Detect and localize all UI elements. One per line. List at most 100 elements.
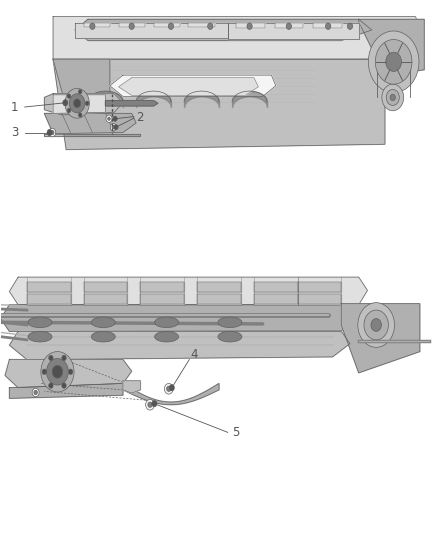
Polygon shape: [359, 19, 424, 75]
Polygon shape: [313, 23, 342, 28]
Circle shape: [49, 128, 56, 137]
Polygon shape: [110, 75, 276, 96]
Polygon shape: [188, 23, 215, 27]
Polygon shape: [10, 332, 350, 360]
Polygon shape: [106, 101, 158, 106]
Polygon shape: [10, 277, 367, 305]
Circle shape: [69, 94, 85, 113]
Polygon shape: [197, 294, 241, 304]
Circle shape: [68, 369, 73, 374]
Polygon shape: [254, 294, 297, 304]
Circle shape: [382, 84, 404, 111]
Circle shape: [148, 402, 152, 407]
Circle shape: [108, 117, 110, 120]
Polygon shape: [75, 23, 228, 38]
Ellipse shape: [155, 317, 179, 328]
Polygon shape: [141, 282, 184, 292]
Polygon shape: [297, 282, 341, 292]
Polygon shape: [228, 23, 359, 39]
Ellipse shape: [91, 332, 115, 342]
Text: 3: 3: [11, 126, 18, 139]
Polygon shape: [237, 23, 265, 28]
Circle shape: [62, 383, 66, 388]
Circle shape: [166, 386, 171, 391]
Polygon shape: [75, 19, 372, 41]
Ellipse shape: [28, 317, 52, 328]
Circle shape: [78, 90, 82, 94]
Ellipse shape: [91, 317, 115, 328]
Text: 2: 2: [136, 111, 144, 124]
Circle shape: [62, 356, 66, 361]
Polygon shape: [27, 282, 71, 292]
Polygon shape: [84, 23, 110, 27]
Polygon shape: [53, 59, 110, 107]
Circle shape: [41, 352, 74, 392]
Circle shape: [386, 90, 399, 106]
Circle shape: [358, 303, 395, 348]
Polygon shape: [297, 294, 341, 304]
Polygon shape: [10, 383, 123, 398]
Polygon shape: [1, 305, 367, 332]
Circle shape: [90, 23, 95, 29]
Polygon shape: [84, 294, 127, 304]
Circle shape: [169, 384, 174, 391]
Circle shape: [375, 39, 412, 84]
Polygon shape: [53, 17, 424, 59]
Circle shape: [325, 23, 331, 29]
Polygon shape: [53, 95, 106, 114]
Circle shape: [368, 31, 419, 93]
Polygon shape: [44, 94, 123, 115]
Circle shape: [146, 399, 154, 410]
Polygon shape: [341, 304, 420, 373]
Circle shape: [46, 359, 68, 385]
Circle shape: [114, 125, 118, 130]
Circle shape: [113, 116, 117, 122]
Polygon shape: [123, 383, 219, 405]
Circle shape: [129, 23, 134, 29]
Circle shape: [110, 124, 117, 131]
Circle shape: [42, 369, 46, 374]
Ellipse shape: [218, 317, 242, 328]
Circle shape: [371, 319, 381, 332]
Circle shape: [67, 108, 71, 112]
Circle shape: [52, 366, 63, 378]
Text: 4: 4: [191, 348, 198, 361]
Text: 1: 1: [11, 101, 18, 114]
Circle shape: [34, 390, 37, 394]
Polygon shape: [44, 134, 141, 136]
Circle shape: [50, 131, 54, 135]
Polygon shape: [123, 381, 141, 393]
Polygon shape: [44, 114, 136, 134]
Circle shape: [65, 88, 89, 118]
Circle shape: [386, 52, 402, 71]
Circle shape: [286, 23, 291, 29]
Circle shape: [49, 356, 53, 361]
Circle shape: [106, 115, 112, 123]
Circle shape: [364, 310, 389, 340]
Polygon shape: [153, 23, 180, 27]
Circle shape: [347, 23, 353, 29]
Circle shape: [49, 383, 53, 388]
Circle shape: [208, 23, 213, 29]
Polygon shape: [141, 294, 184, 304]
Circle shape: [112, 126, 115, 129]
Circle shape: [390, 94, 396, 101]
Circle shape: [63, 100, 68, 106]
Circle shape: [32, 388, 39, 397]
Ellipse shape: [28, 332, 52, 342]
Circle shape: [152, 400, 157, 407]
Polygon shape: [53, 59, 385, 150]
Circle shape: [74, 99, 81, 108]
Text: 5: 5: [232, 426, 240, 439]
Circle shape: [47, 130, 52, 136]
Circle shape: [78, 113, 82, 117]
Circle shape: [168, 23, 173, 29]
Bar: [1, 261, 437, 272]
Polygon shape: [84, 282, 127, 292]
Polygon shape: [119, 78, 258, 95]
Circle shape: [164, 383, 173, 394]
Polygon shape: [275, 23, 303, 28]
Ellipse shape: [155, 332, 179, 342]
Polygon shape: [197, 282, 241, 292]
Polygon shape: [5, 360, 132, 387]
